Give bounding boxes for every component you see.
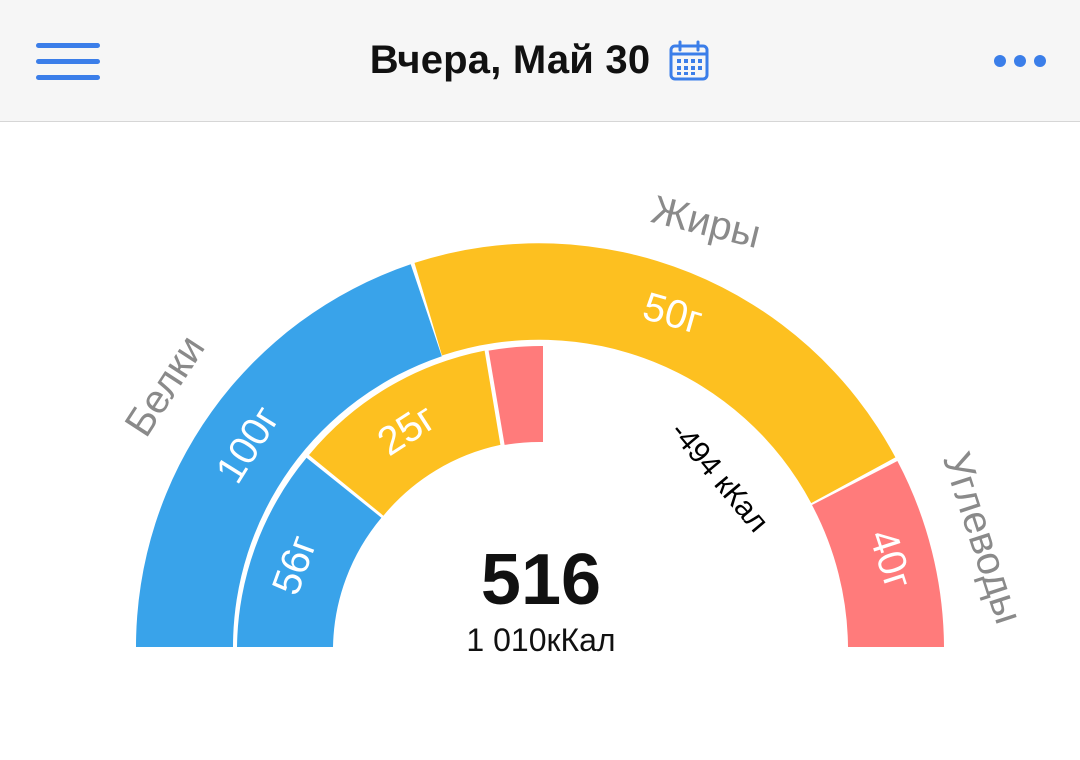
calories-consumed: 516 <box>481 540 601 620</box>
hamburger-menu-icon[interactable] <box>36 40 100 84</box>
macros-gauge: Белки Жиры Углеводы 100г 50г 40г 56г 25г… <box>117 188 1031 658</box>
protein-consumed-arc[interactable] <box>237 457 382 647</box>
calendar-icon[interactable] <box>668 40 710 82</box>
date-title[interactable]: Вчера, Май 30 <box>369 38 651 82</box>
protein-target-arc[interactable] <box>136 264 442 647</box>
more-dots-icon[interactable] <box>994 52 1046 70</box>
fat-target-arc[interactable] <box>414 243 896 504</box>
calories-remaining: -494 кКал <box>664 415 775 538</box>
top-app-bar: Вчера, Май 30 <box>0 0 1080 122</box>
protein-label: Белки <box>117 328 214 445</box>
fat-consumed-arc[interactable] <box>309 350 501 516</box>
carbs-consumed-arc[interactable] <box>488 345 543 445</box>
fat-label: Жиры <box>647 188 765 257</box>
calories-target: 1 010кКал <box>466 622 615 658</box>
carbs-target-arc[interactable] <box>812 461 944 647</box>
carbs-label: Углеводы <box>934 447 1031 629</box>
